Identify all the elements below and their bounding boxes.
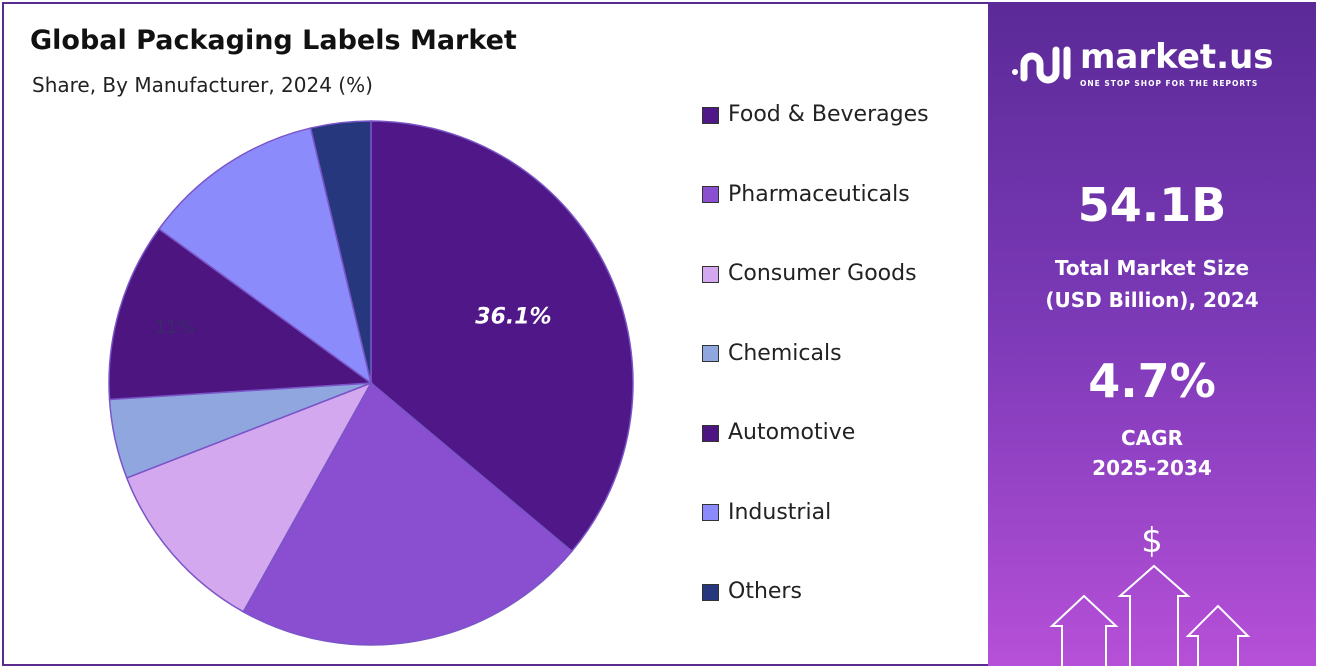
cagr-label-1: CAGR [1121, 426, 1183, 450]
legend-label: Automotive [728, 420, 856, 445]
legend-item: Automotive [702, 418, 855, 448]
legend-label: Chemicals [728, 340, 842, 366]
data-label: 36.1% [475, 305, 551, 330]
legend-item: Industrial [702, 498, 831, 528]
cagr-value: 4.7% [1088, 354, 1216, 408]
pie-slice-consumer-goods [125, 381, 373, 613]
legend-item: Chemicals [702, 339, 842, 369]
stats-panel: market.us ONE STOP SHOP FOR THE REPORTS … [988, 2, 1316, 666]
logo-icon [1012, 46, 1071, 83]
pie-slice-others [309, 120, 372, 384]
legend-item: Consumer Goods [702, 259, 917, 289]
brand-name: market.us [1080, 37, 1274, 77]
legend-swatch [702, 265, 719, 283]
market-size-value: 54.1B [1077, 178, 1227, 232]
dollar-icon: $ [1141, 521, 1163, 561]
legend-swatch [702, 186, 719, 203]
legend-swatch [702, 345, 719, 362]
legend-label: Food & Beverages [728, 102, 929, 127]
market-size-label-2: (USD Billion), 2024 [1045, 288, 1259, 312]
cagr-label-2: 2025-2034 [1092, 456, 1212, 480]
pie-slice-industrial [157, 127, 373, 385]
legend-swatch [702, 504, 719, 521]
pie-chart: 36.1% 11% [108, 120, 634, 646]
legend-item: Pharmaceuticals [702, 180, 910, 210]
legend: Food & Beverages Pharmaceuticals Consumer … [702, 0, 982, 668]
legend-item: Food & Beverages [702, 100, 929, 130]
pie-slice-pharmaceuticals [242, 381, 573, 646]
growth-arrows-icon [1049, 564, 1251, 666]
legend-label: Consumer Goods [728, 261, 917, 286]
legend-swatch [702, 106, 719, 124]
legend-item: Others [702, 577, 802, 607]
brand-tagline: ONE STOP SHOP FOR THE REPORTS [1080, 79, 1259, 88]
legend-swatch [702, 583, 719, 601]
chart-title: Global Packaging Labels Market [30, 25, 517, 56]
data-label: 11% [155, 317, 195, 338]
legend-swatch [702, 424, 719, 442]
pie-slice-automotive [108, 227, 374, 401]
pie-slice-food-beverages [370, 120, 634, 553]
brand-logo: market.us ONE STOP SHOP FOR THE REPORTS [1010, 38, 1274, 89]
legend-label: Others [728, 579, 802, 604]
legend-label: Industrial [728, 499, 832, 525]
chart-subtitle: Share, By Manufacturer, 2024 (%) [32, 73, 373, 97]
legend-label: Pharmaceuticals [728, 181, 910, 207]
market-size-label-1: Total Market Size [1054, 256, 1250, 280]
